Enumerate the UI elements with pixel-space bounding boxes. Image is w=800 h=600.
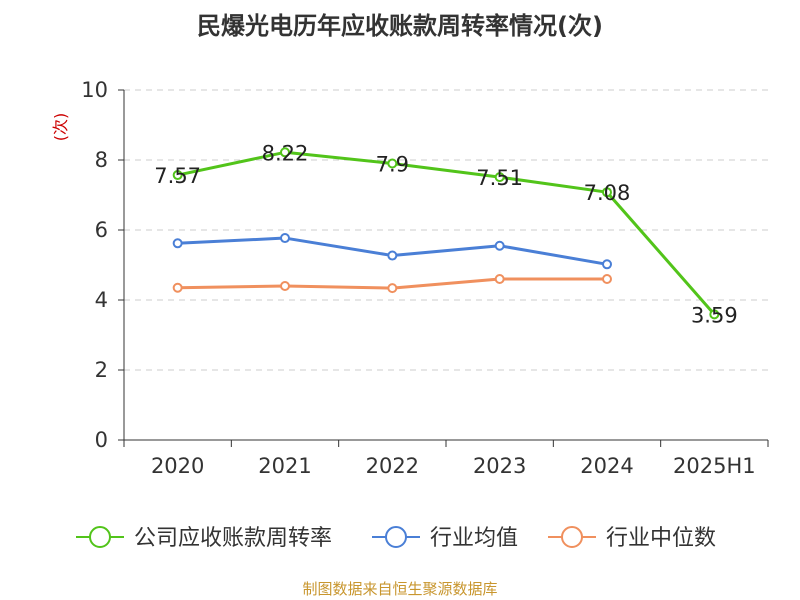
legend-marker — [561, 526, 583, 548]
y-tick-label: 0 — [95, 428, 108, 452]
data-label: 7.51 — [476, 166, 523, 190]
data-point — [280, 147, 290, 158]
legend-label: 行业均值 — [430, 526, 518, 551]
data-point — [709, 309, 720, 320]
x-tick-label: 2023 — [473, 454, 526, 478]
data-point — [172, 170, 183, 181]
x-tick-label: 2020 — [151, 454, 204, 478]
data-label: 7.9 — [376, 153, 409, 177]
source-note: 制图数据来自恒生聚源数据库 — [302, 580, 498, 598]
data-point — [280, 233, 290, 244]
x-tick-label: 2025H1 — [673, 454, 756, 478]
x-tick-label: 2021 — [258, 454, 311, 478]
data-point — [602, 274, 612, 284]
legend-label: 行业中位数 — [606, 526, 716, 551]
chart-title: 民爆光电历年应收账款周转率情况(次) — [197, 12, 603, 40]
y-tick-label: 2 — [95, 358, 108, 382]
legend-marker — [89, 526, 111, 548]
data-point — [172, 238, 183, 249]
y-tick-label: 10 — [81, 78, 108, 102]
y-axis-label: (次) — [51, 113, 70, 142]
data-label: 8.22 — [262, 141, 309, 165]
legend-marker — [385, 526, 407, 548]
data-label: 7.57 — [154, 164, 201, 188]
data-point — [280, 281, 290, 291]
x-tick-label: 2022 — [366, 454, 419, 478]
data-label: 3.59 — [691, 303, 738, 327]
y-tick-label: 6 — [95, 218, 108, 242]
data-point — [494, 172, 505, 183]
y-tick-label: 8 — [95, 148, 108, 172]
data-point — [387, 283, 398, 294]
y-tick-label: 4 — [95, 288, 108, 312]
data-point — [602, 187, 612, 198]
data-point — [494, 240, 505, 251]
legend-label: 公司应收账款周转率 — [134, 526, 332, 551]
data-point — [387, 158, 398, 169]
data-point — [494, 274, 505, 284]
data-point — [387, 250, 398, 261]
series-line — [177, 150, 716, 316]
data-label: 7.08 — [584, 181, 631, 205]
x-tick-label: 2024 — [580, 454, 633, 478]
data-point — [602, 259, 612, 270]
data-point — [172, 282, 183, 293]
